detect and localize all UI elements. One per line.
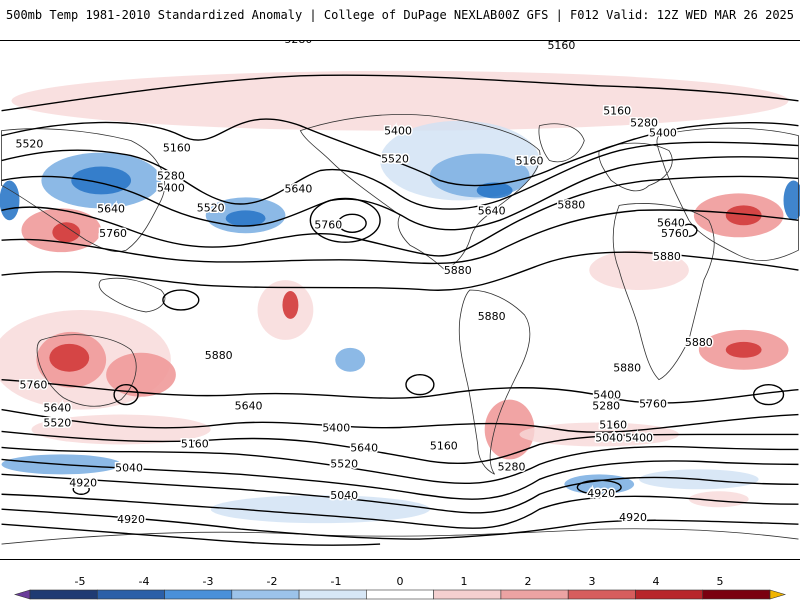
contour-label: 5160: [603, 105, 631, 118]
contour-label: 5280: [630, 117, 658, 130]
colorbar-swatch: [366, 589, 434, 600]
colorbar-swatch: [298, 589, 367, 600]
contour-labels: 5280516051605280540055205160552054005640…: [14, 40, 714, 528]
contour-label: 5400: [157, 181, 185, 194]
contour-label: 5880: [478, 310, 506, 323]
colorbar-swatch: [164, 589, 233, 600]
run-info: 00Z GFS | F012 Valid: 12Z WED MAR 26 202…: [497, 8, 794, 22]
colorbar-tick-label: 5: [717, 575, 724, 588]
contour-label: 5760: [661, 227, 689, 240]
map-title: 500mb Temp 1981-2010 Standardized Anomal…: [6, 8, 498, 22]
colorbar-tick-label: 3: [589, 575, 596, 588]
contour-label: 5400: [322, 421, 350, 434]
contour-label: 5400: [384, 125, 412, 138]
colorbar-swatch: [433, 589, 502, 600]
contour-label: 5760: [314, 218, 342, 231]
contour-label: 5640: [657, 216, 685, 229]
colorbar-swatch: [13, 589, 31, 600]
contour-label: 5400: [625, 431, 653, 444]
contour-label: 5280: [498, 460, 526, 473]
contour-label: 5040: [595, 431, 623, 444]
colorbar-tick-label: -1: [331, 575, 342, 588]
contour-label: 5640: [235, 400, 263, 413]
contour-label: 5760: [639, 398, 667, 411]
contour-label: 5520: [197, 201, 225, 214]
colorbar-swatch: [96, 589, 165, 600]
anomaly-map: 5280516051605280540055205160552054005640…: [0, 40, 800, 560]
contour-label: 5160: [516, 155, 544, 168]
contour-label: 5760: [19, 379, 47, 392]
contour-label: 5520: [43, 417, 71, 430]
contour-label: 5400: [593, 389, 621, 402]
colorbar-tick-label: 1: [461, 575, 468, 588]
colorbar-swatch: [500, 589, 569, 600]
colorbar-tick-label: -4: [139, 575, 150, 588]
colorbar-swatch: [769, 589, 787, 600]
colorbar-swatch: [231, 589, 300, 600]
colorbar-tick-label: -5: [75, 575, 86, 588]
colorbar-tick-label: -2: [267, 575, 278, 588]
contour-label: 5640: [350, 441, 378, 454]
contour-label: 5880: [205, 349, 233, 362]
contour-label: 5280: [157, 169, 185, 182]
contour-label: 5640: [284, 182, 312, 195]
contour-label: 5160: [181, 437, 209, 450]
contour-label: 4920: [69, 476, 97, 489]
contour-label: 5880: [685, 336, 713, 349]
header-bar: 500mb Temp 1981-2010 Standardized Anomal…: [0, 0, 800, 40]
contour-label: 5640: [97, 202, 125, 215]
contour-label: 4920: [619, 511, 647, 524]
contour-label: 5040: [330, 489, 358, 502]
contour-label: 5880: [444, 264, 472, 277]
colorbar-swatch: [635, 589, 704, 600]
colorbar-swatch: [567, 589, 636, 600]
contour-label: 5160: [163, 142, 191, 155]
contour-label: 5880: [613, 362, 641, 375]
anomaly-shading: [0, 70, 800, 524]
contour-label: 4920: [117, 513, 145, 526]
colorbar-swatch: [29, 589, 98, 600]
colorbar-swatch: [702, 589, 771, 600]
colorbar-tick-label: -3: [203, 575, 214, 588]
contour-label: 5040: [115, 461, 143, 474]
contour-label: 5640: [478, 204, 506, 217]
colorbar-tick-label: 2: [525, 575, 532, 588]
anomaly-colorbar: -5 -4 -3 -2 -1 0 1 2 3 4 5: [13, 575, 787, 600]
contour-label: 5400: [649, 127, 677, 140]
contour-label: 5520: [16, 138, 44, 151]
contour-label: 5280: [284, 40, 312, 46]
contour-label: 5880: [557, 198, 585, 211]
height-contours: [1, 74, 799, 546]
contour-label: 5520: [381, 153, 409, 166]
contour-label: 5160: [547, 40, 575, 52]
colorbar-tick-label: 0: [397, 575, 404, 588]
contour-label: 5160: [599, 419, 627, 432]
contour-label: 5160: [430, 439, 458, 452]
contour-label: 4920: [587, 487, 615, 500]
contour-label: 5760: [99, 227, 127, 240]
colorbar-tick-label: 4: [653, 575, 660, 588]
contour-label: 5640: [43, 402, 71, 415]
contour-label: 5520: [330, 457, 358, 470]
contour-label: 5280: [592, 400, 620, 413]
contour-label: 5880: [653, 250, 681, 263]
